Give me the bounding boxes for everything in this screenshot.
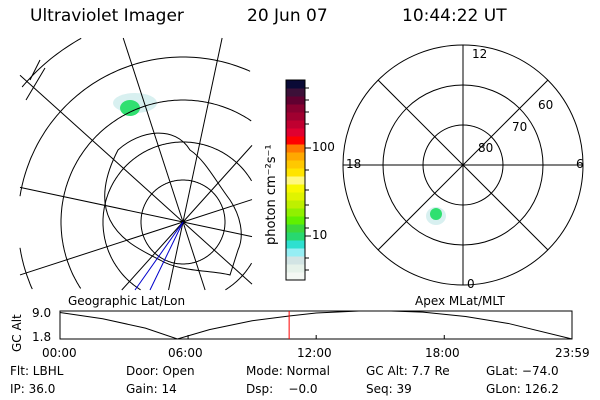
colorbar-segment (286, 256, 305, 265)
longitude-line (182, 199, 253, 223)
colorbar-segment (286, 264, 305, 273)
ytick-label: 9.0 (32, 306, 52, 320)
colorbar-segment (286, 104, 305, 113)
status-seq: Seq: 39 (366, 382, 412, 396)
longitude-line (182, 221, 253, 238)
longitude-line (182, 145, 253, 223)
colorbar-unit-label: photon cm⁻²s⁻¹ (264, 144, 279, 245)
colorbar-segment (286, 224, 305, 233)
antarctica-coastline (104, 132, 242, 276)
colorbar-segment (286, 120, 305, 129)
lat-label-70: 70 (512, 120, 528, 134)
terminator-line (149, 221, 184, 291)
longitude-line (182, 221, 206, 291)
longitude-line (122, 37, 184, 223)
colorbar-segment (286, 240, 305, 249)
xtick-label: 23:59 (555, 346, 590, 360)
lat-label-60: 60 (538, 98, 554, 112)
colorbar-segment (286, 184, 305, 193)
xtick-label: 12:00 (297, 346, 332, 360)
colorbar-tick-10: 10 (312, 228, 328, 242)
colorbar-segment (286, 176, 305, 185)
mlt-label-12: 12 (472, 47, 488, 61)
status-door: Door: Open (126, 364, 195, 378)
date-label: 20 Jun 07 (247, 6, 328, 26)
aurora-core (120, 100, 140, 116)
left-map-label: Geographic Lat/Lon (68, 294, 186, 308)
colorbar-segment (286, 200, 305, 209)
mlt-line (377, 79, 549, 251)
status-ip: IP: 36.0 (10, 382, 56, 396)
colorbar-segment (286, 88, 305, 97)
coastline-fragment (25, 59, 46, 101)
mlt-label-18: 18 (346, 157, 362, 171)
lat-label-80: 80 (478, 141, 494, 155)
colorbar-tick-100: 100 (312, 140, 335, 154)
altitude-plot-frame (59, 310, 573, 340)
terminator-line (134, 221, 184, 291)
latitude-circle (60, 99, 252, 289)
longitude-line (19, 186, 184, 223)
colorbar-segment (286, 152, 305, 161)
status-dsp: Dsp: −0.0 (246, 382, 318, 396)
time-label: 10:44:22 UT (402, 6, 507, 26)
latitude-circle (21, 37, 82, 88)
colorbar-frame (285, 79, 306, 281)
longitude-line (168, 221, 184, 291)
colorbar-segment (286, 248, 305, 257)
mlt-label-0: 0 (467, 277, 475, 291)
xtick-label: 18:00 (425, 346, 460, 360)
colorbar-segment (286, 128, 305, 137)
colorbar-segment (286, 208, 305, 217)
altitude-series-line (59, 310, 573, 340)
alt-axis-label: GC Alt (10, 314, 24, 352)
colorbar-segment (286, 216, 305, 225)
xtick-label: 06:00 (168, 346, 203, 360)
longitude-line (182, 37, 223, 223)
colorbar-segment (286, 272, 305, 281)
colorbar-segment (286, 96, 305, 105)
longitude-line (19, 74, 184, 223)
apex-polar-plot (342, 44, 584, 286)
latitude-circle (19, 56, 251, 290)
xtick-label: 00:00 (42, 346, 77, 360)
status-mode: Mode: Normal (246, 364, 330, 378)
status-glat: GLat: −74.0 (486, 364, 559, 378)
longitude-line (182, 221, 253, 285)
status-gc-alt: GC Alt: 7.7 Re (366, 364, 450, 378)
mlt-label-6: 6 (576, 157, 584, 171)
instrument-title: Ultraviolet Imager (30, 6, 184, 26)
latitude-circle (140, 179, 226, 265)
status-glon: GLon: 126.2 (486, 382, 559, 396)
colorbar-segment (286, 112, 305, 121)
status-gain: Gain: 14 (126, 382, 177, 396)
colorbar-segment (286, 192, 305, 201)
colorbar-segment (286, 232, 305, 241)
colorbar-segment (286, 80, 305, 89)
colorbar-segment (286, 144, 305, 153)
longitude-line (19, 221, 184, 276)
aurora-core (430, 208, 442, 220)
status-filter: Flt: LBHL (10, 364, 64, 378)
right-map-label: Apex MLat/MLT (415, 294, 505, 308)
geographic-map (19, 37, 253, 291)
latitude-circle (102, 141, 253, 291)
colorbar-segment (286, 168, 305, 177)
ytick-label: 1.8 (32, 330, 52, 344)
colorbar-segment (286, 136, 305, 145)
colorbar-segment (286, 160, 305, 169)
